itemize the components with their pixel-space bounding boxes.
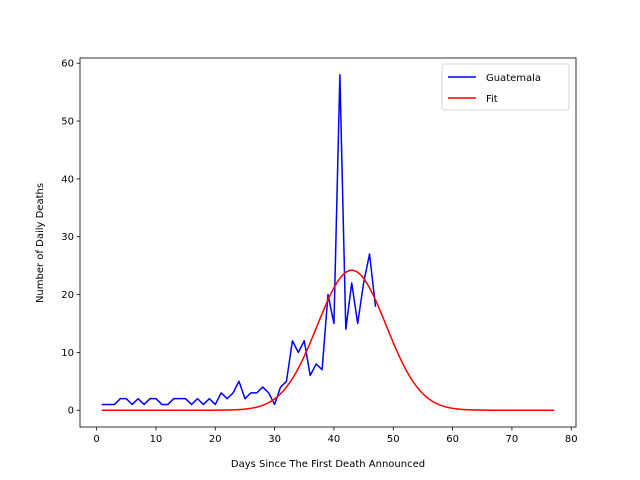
x-tick-label: 10 (150, 434, 163, 445)
x-tick-label: 0 (93, 434, 99, 445)
y-tick-label: 50 (61, 117, 74, 128)
series-line-fit (101, 269, 555, 411)
x-tick-label: 50 (387, 434, 400, 445)
plot-frame (79, 57, 577, 428)
y-tick-label: 20 (61, 290, 74, 301)
y-tick-label: 10 (61, 348, 74, 359)
x-tick-label: 40 (328, 434, 341, 445)
y-tick-label: 60 (61, 59, 74, 70)
y-axis-label: Number of Daily Deaths (35, 183, 46, 303)
x-tick-label: 80 (565, 434, 578, 445)
x-tick-label: 20 (209, 434, 222, 445)
x-tick-label: 70 (506, 434, 519, 445)
y-tick-label: 0 (68, 406, 74, 417)
legend: Guatemala Fit (441, 63, 570, 111)
y-tick-label: 30 (61, 232, 74, 243)
x-tick-label: 60 (446, 434, 459, 445)
legend-box (441, 63, 570, 111)
x-axis-label: Days Since The First Death Announced (231, 459, 425, 470)
axes (79, 57, 577, 428)
plot-lines (101, 74, 555, 411)
x-tick-label: 30 (268, 434, 281, 445)
series-line-guatemala (101, 74, 377, 406)
legend-label-fit: Fit (486, 94, 498, 105)
ticks: 0 10 20 30 40 50 60 70 80 0 10 20 30 40 50 60 (61, 59, 577, 445)
legend-label-guatemala: Guatemala (486, 73, 541, 84)
y-tick-label: 40 (61, 174, 74, 185)
